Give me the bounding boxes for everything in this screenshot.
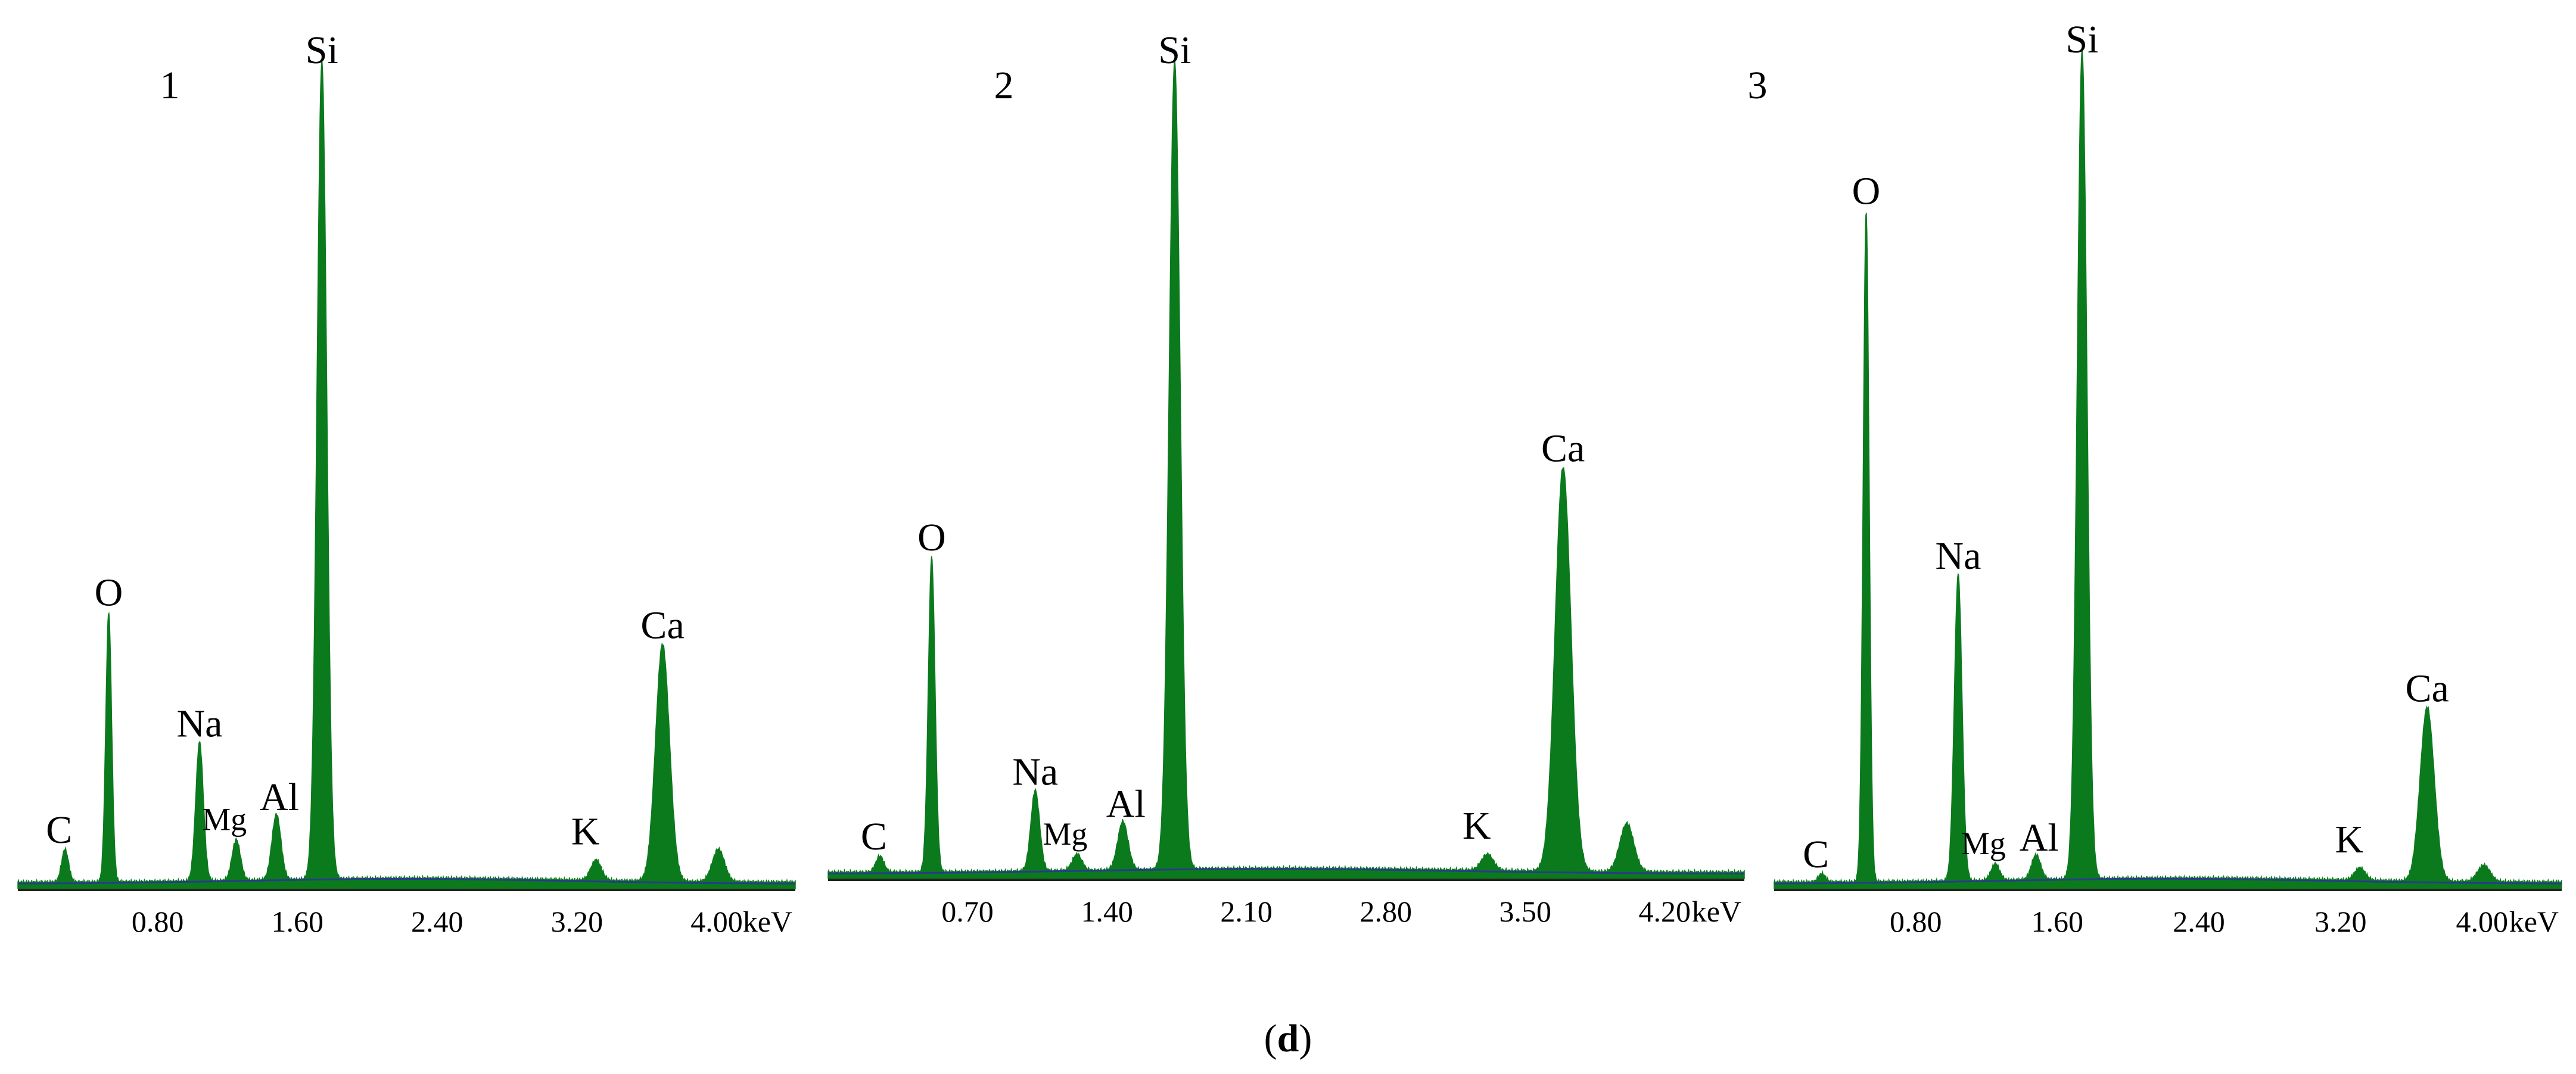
peak-label-ca: Ca (2406, 667, 2449, 711)
peak-label-c: C (46, 808, 72, 852)
x-tick-label: 4.20 (1639, 895, 1691, 928)
peak-label-k: K (571, 810, 600, 854)
peak-label-mg: Mg (1043, 816, 1087, 852)
x-tick-label: 3.20 (551, 905, 603, 938)
peak-label-ca: Ca (1541, 427, 1585, 471)
figure-caption: (d) (1264, 1017, 1312, 1060)
peak-label-si: Si (306, 29, 338, 72)
x-tick-label: 1.60 (2031, 905, 2084, 938)
panel-number: 1 (160, 64, 180, 107)
x-tick-label: 0.70 (941, 895, 994, 928)
peak-label-o: O (95, 571, 123, 615)
peak-label-o: O (917, 516, 946, 559)
peak-label-mg: Mg (202, 801, 247, 837)
x-unit-label: keV (1692, 895, 1741, 928)
peak-label-si: Si (1158, 29, 1191, 72)
background-fit-line (17, 878, 795, 885)
x-tick-label: 3.50 (1499, 895, 1551, 928)
x-tick-label: 2.40 (411, 905, 463, 938)
x-tick-label: 0.80 (132, 905, 184, 938)
peak-label-na: Na (177, 702, 223, 745)
peak-label-al: Al (2020, 816, 2059, 860)
x-tick-label: 1.40 (1081, 895, 1133, 928)
x-tick-label: 2.40 (2173, 905, 2225, 938)
caption-letter: d (1277, 1017, 1299, 1060)
x-tick-label: 2.80 (1359, 895, 1412, 928)
panel-number: 2 (994, 64, 1014, 107)
spectrum-panels: 0.80 1.60 2.40 3.20 4.00 keV1CONaMgAlSiKCa0.7… (17, 18, 2562, 938)
peak-label-si: Si (2065, 18, 2098, 61)
background-fit-line (827, 868, 1745, 875)
peak-label-k: K (2335, 818, 2363, 861)
spectrum-panel-2: 0.70 1.40 2.10 2.80 3.50 4.20 keV 2 C O Na Mg Al Si K C… (827, 29, 1745, 928)
x-unit-label: keV (2509, 905, 2559, 938)
x-tick-label: 0.80 (1890, 905, 1942, 938)
peak-label-al: Al (1106, 783, 1146, 826)
peak-label-na: Na (1936, 534, 1981, 578)
x-tick-label: 3.20 (2314, 905, 2367, 938)
caption-close-paren: ) (1299, 1017, 1312, 1060)
background-fit-line (1774, 877, 2562, 885)
spectrum-area (1774, 48, 2562, 889)
peak-label-c: C (861, 815, 887, 858)
peak-label-mg: Mg (1961, 826, 2006, 861)
spectrum-panel-3: 0.80 1.60 2.40 3.20 4.00 keV 3 C O Na Mg Al Si K Ca (1748, 18, 2562, 938)
x-tick-label: 4.00 (2456, 905, 2509, 938)
x-unit-label: keV (743, 905, 792, 938)
peak-label-ca: Ca (640, 604, 684, 647)
peak-label-c: C (1803, 833, 1829, 876)
peak-label-na: Na (1012, 750, 1058, 793)
spectrum-area (827, 60, 1745, 879)
peak-label-o: O (1852, 170, 1881, 213)
x-tick-label: 2.10 (1220, 895, 1273, 928)
caption-open-paren: ( (1264, 1017, 1277, 1060)
spectrum-panel-1: 0.80 1.60 2.40 3.20 4.00 keV 1 C O Na Mg Al Si K Ca (17, 29, 796, 938)
x-tick-label: 1.60 (271, 905, 323, 938)
peak-label-al: Al (260, 776, 299, 819)
spectrum-area (17, 61, 796, 889)
peak-label-k: K (1463, 804, 1491, 848)
panel-number: 3 (1748, 64, 1768, 107)
x-tick-label: 4.00 (690, 905, 743, 938)
